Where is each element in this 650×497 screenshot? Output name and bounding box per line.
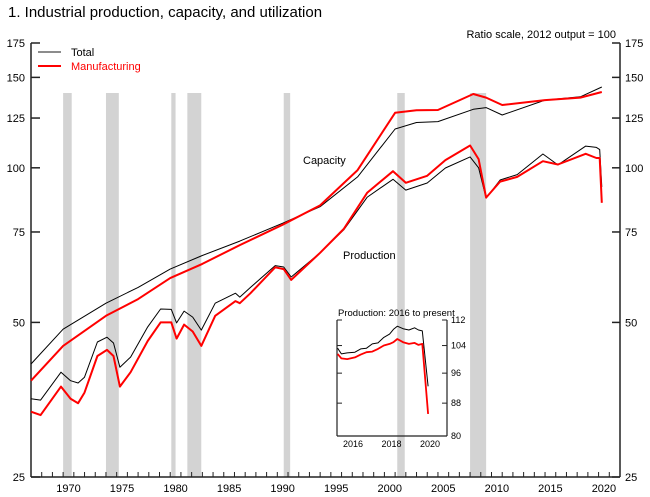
y-tick-label-left: 25 [13,472,25,484]
recession-band [283,93,291,477]
inset-x-tick-label: 2016 [343,439,363,449]
inset-y-tick-label: 88 [451,398,461,408]
y-tick-label-left: 150 [7,72,25,84]
recession-bands [63,93,487,477]
capacity-label: Capacity [303,155,346,167]
y-tick-label-right: 100 [625,163,643,175]
x-tick-label: 1990 [270,483,294,495]
y-tick-label-right: 125 [625,113,643,125]
y-tick-label-left: 50 [13,317,25,329]
inset-y-tick-label: 112 [451,315,465,325]
inset-manufacturing-line [336,338,429,414]
y-tick-label-left: 175 [7,38,25,50]
recession-band [171,93,176,477]
recession-band [397,93,405,477]
recession-band [105,93,119,477]
x-tick-label: 2020 [592,483,616,495]
capacity-manufacturing-line [30,91,603,382]
x-tick-label: 1995 [324,483,348,495]
x-tick-label: 1985 [217,483,241,495]
y-tick-label-right: 75 [625,227,637,239]
x-tick-label: 2015 [538,483,562,495]
inset-y-tick-label: 96 [451,368,461,378]
inset-x-tick-label: 2020 [420,439,440,449]
inset-y-tick-label: 80 [451,431,461,441]
production-label: Production [343,250,396,262]
y-tick-label-left: 125 [7,113,25,125]
capacity-total-line [30,86,603,365]
x-tick-label: 2000 [378,483,402,495]
legend-label-manufacturing: Manufacturing [71,61,141,73]
y-tick-label-right: 175 [625,38,643,50]
x-tick-label: 2005 [431,483,455,495]
x-tick-label: 2010 [485,483,509,495]
scale-note: Ratio scale, 2012 output = 100 [466,29,616,41]
y-tick-label-right: 50 [625,317,637,329]
recession-band [470,93,487,477]
y-tick-label-left: 100 [7,163,25,175]
legend-label-total: Total [71,47,94,59]
inset-total-line [337,325,429,387]
x-tick-label: 1975 [110,483,134,495]
inset-y-tick-label: 104 [451,341,466,351]
x-tick-label: 1980 [163,483,187,495]
inset-x-tick-label: 2018 [382,439,402,449]
recession-band [63,93,72,477]
production-manufacturing-line [30,144,603,417]
y-tick-label-right: 150 [625,72,643,84]
production-total-line [30,145,603,401]
inset-title: Production: 2016 to present [338,308,455,319]
y-tick-label-right: 25 [625,472,637,484]
recession-band [187,93,202,477]
chart-title: 1. Industrial production, capacity, and … [8,4,323,21]
y-tick-label-left: 75 [13,227,25,239]
x-tick-label: 1970 [56,483,80,495]
